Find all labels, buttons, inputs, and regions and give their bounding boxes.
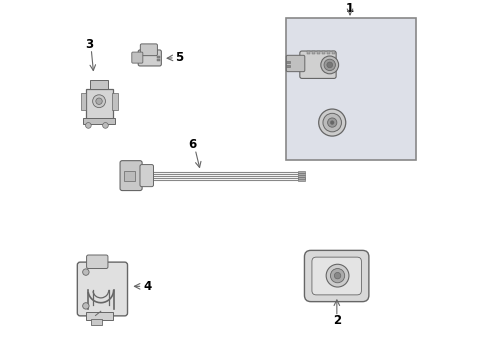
FancyBboxPatch shape [87, 255, 108, 269]
Bar [91, 80, 108, 89]
Circle shape [83, 303, 89, 309]
Circle shape [326, 264, 349, 287]
Bar [332, 51, 335, 54]
Bar [286, 65, 290, 67]
Bar [298, 177, 305, 179]
Bar [80, 93, 86, 110]
Bar [112, 93, 118, 110]
FancyBboxPatch shape [140, 44, 157, 56]
Bar [157, 59, 160, 61]
Text: 1: 1 [346, 2, 354, 15]
Bar [83, 118, 115, 123]
Circle shape [96, 98, 102, 104]
Bar [298, 173, 305, 175]
Circle shape [102, 122, 108, 128]
FancyBboxPatch shape [286, 55, 305, 72]
FancyBboxPatch shape [120, 161, 142, 190]
Bar [322, 51, 325, 54]
Bar [157, 56, 160, 58]
Circle shape [321, 56, 339, 74]
Bar [307, 51, 310, 54]
Text: 2: 2 [333, 314, 341, 327]
Circle shape [323, 113, 342, 132]
FancyBboxPatch shape [140, 165, 153, 186]
Text: 3: 3 [85, 38, 93, 51]
Circle shape [330, 269, 344, 283]
FancyBboxPatch shape [304, 250, 369, 302]
Circle shape [318, 109, 346, 136]
Bar [286, 60, 290, 63]
FancyBboxPatch shape [138, 50, 161, 66]
Circle shape [93, 95, 105, 108]
Bar [286, 18, 416, 160]
FancyBboxPatch shape [300, 51, 336, 78]
Bar [317, 51, 320, 54]
Text: 6: 6 [188, 139, 196, 152]
FancyBboxPatch shape [312, 257, 362, 295]
Circle shape [86, 122, 91, 128]
Text: 5: 5 [175, 51, 184, 64]
Bar [86, 89, 113, 119]
FancyBboxPatch shape [132, 52, 143, 63]
Bar [124, 171, 135, 181]
Bar [91, 319, 101, 325]
Bar [312, 51, 315, 54]
Circle shape [330, 121, 334, 124]
Circle shape [83, 269, 89, 275]
Bar [298, 179, 305, 181]
Circle shape [327, 62, 333, 68]
Bar [298, 175, 305, 177]
Bar [327, 51, 330, 54]
Bar [298, 171, 305, 174]
Bar [86, 312, 113, 320]
Circle shape [324, 59, 336, 71]
FancyBboxPatch shape [77, 262, 127, 316]
Circle shape [328, 118, 337, 127]
Text: 4: 4 [143, 280, 151, 293]
Circle shape [334, 273, 341, 279]
